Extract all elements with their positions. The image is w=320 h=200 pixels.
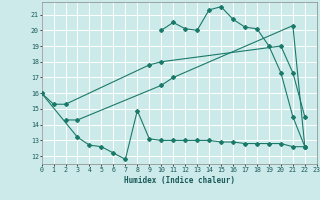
X-axis label: Humidex (Indice chaleur): Humidex (Indice chaleur) bbox=[124, 176, 235, 185]
